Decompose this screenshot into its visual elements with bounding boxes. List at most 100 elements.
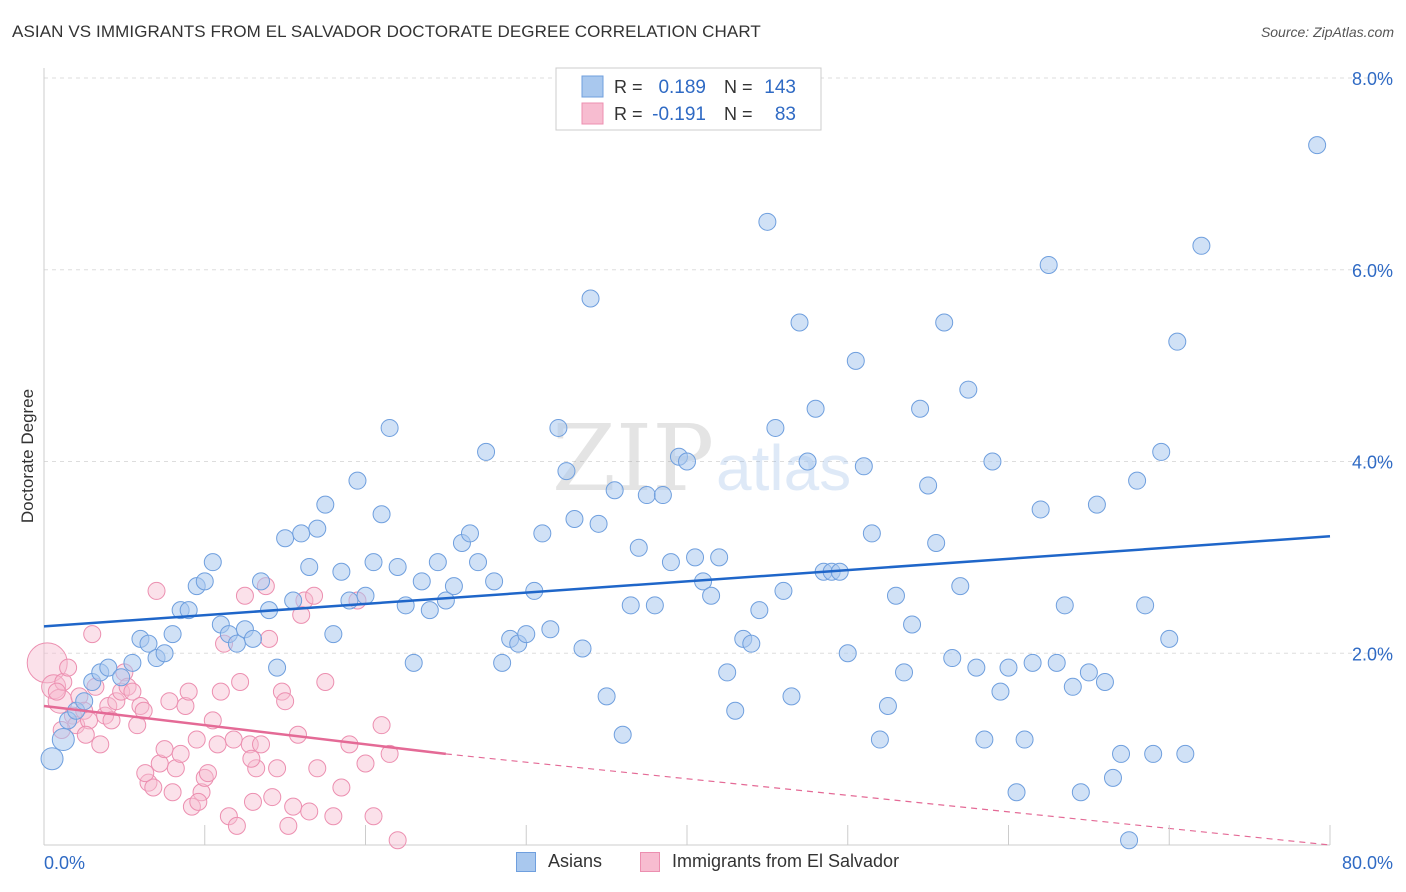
asian-point bbox=[1031, 500, 1050, 519]
salv-point bbox=[179, 682, 198, 701]
salv-point bbox=[187, 730, 206, 749]
salv-point bbox=[243, 792, 262, 811]
asian-point bbox=[179, 601, 198, 620]
asian-point bbox=[678, 452, 696, 471]
asian-point bbox=[975, 730, 994, 749]
bottom-legend-asian-label: Asians bbox=[548, 851, 603, 871]
asian-point bbox=[621, 596, 640, 615]
salv-point bbox=[26, 642, 68, 684]
asian-point bbox=[284, 591, 303, 610]
asian-point bbox=[1192, 236, 1211, 255]
asian-point bbox=[597, 687, 616, 706]
asian-trend-line bbox=[43, 535, 1331, 628]
asian-point bbox=[1095, 673, 1114, 692]
salv-point bbox=[198, 764, 217, 783]
asian-point bbox=[348, 471, 367, 490]
asian-point bbox=[549, 418, 568, 437]
asian-point bbox=[686, 548, 705, 567]
asian-point bbox=[629, 538, 648, 557]
asian-point bbox=[742, 634, 761, 653]
salv-point bbox=[268, 759, 287, 778]
salv-point bbox=[364, 807, 383, 826]
asian-point bbox=[1039, 255, 1058, 274]
y-tick-label: 8.0% bbox=[1352, 69, 1393, 89]
x-tick-label-max: 80.0% bbox=[1342, 853, 1393, 873]
salv-point bbox=[160, 692, 179, 711]
trend-layer bbox=[43, 535, 1331, 846]
bottom-legend-salv[interactable]: Immigrants from El Salvador bbox=[640, 851, 899, 872]
salv-point bbox=[231, 673, 250, 692]
asian-point bbox=[332, 562, 351, 581]
asian-point bbox=[573, 639, 592, 658]
grid-layer bbox=[44, 77, 1393, 654]
asian-point bbox=[485, 572, 504, 591]
asian-point bbox=[613, 725, 632, 744]
salv-trend-extension bbox=[445, 753, 1331, 846]
bottom-legend-salv-swatch bbox=[640, 851, 660, 872]
asian-point bbox=[493, 653, 512, 672]
asian-point bbox=[766, 418, 785, 437]
stats-legend: R = 0.189 N = 143 R = -0.191 N = 83 bbox=[555, 67, 822, 131]
salv-point bbox=[147, 581, 166, 600]
salv-point bbox=[139, 773, 158, 792]
salv-point bbox=[131, 696, 150, 715]
asian-point bbox=[774, 581, 793, 600]
asian-point bbox=[1128, 471, 1147, 490]
asian-point bbox=[846, 351, 865, 370]
asian-point bbox=[637, 486, 656, 505]
asian-point bbox=[943, 649, 962, 668]
legend-asian-n-value: 143 bbox=[764, 77, 796, 98]
asian-point bbox=[653, 486, 672, 505]
asian-point bbox=[854, 457, 873, 476]
y-tick-label: 6.0% bbox=[1352, 261, 1393, 281]
salv-point bbox=[76, 725, 95, 744]
asian-point bbox=[838, 644, 857, 663]
salv-point bbox=[171, 744, 190, 763]
asian-point bbox=[372, 505, 391, 524]
bottom-legend-asian[interactable]: Asians bbox=[516, 851, 602, 872]
legend-swatch-asian bbox=[581, 75, 604, 98]
asian-point bbox=[139, 634, 158, 653]
salv-point bbox=[54, 673, 73, 692]
salv-point bbox=[155, 740, 174, 759]
asian-point bbox=[1055, 596, 1074, 615]
asian-point bbox=[1079, 663, 1098, 682]
asian-point bbox=[581, 289, 600, 308]
asian-point bbox=[412, 572, 431, 591]
salv-point bbox=[260, 629, 279, 648]
asian-point bbox=[1120, 831, 1139, 850]
asian-point bbox=[806, 399, 825, 418]
salv-point bbox=[276, 692, 295, 711]
asian-point bbox=[565, 510, 584, 529]
y-tick-label: 2.0% bbox=[1352, 644, 1393, 664]
asian-point bbox=[1023, 653, 1042, 672]
bottom-legend-asian-swatch bbox=[516, 851, 536, 872]
asian-point bbox=[750, 601, 769, 620]
salv-point bbox=[235, 586, 254, 605]
bottom-legend-salv-label: Immigrants from El Salvador bbox=[672, 851, 900, 871]
asian-point bbox=[919, 476, 938, 495]
legend-salv-r-value: -0.191 bbox=[652, 104, 706, 125]
x-tick-label-min: 0.0% bbox=[44, 853, 85, 873]
asian-point bbox=[911, 399, 930, 418]
salv-point bbox=[47, 682, 66, 701]
legend-salv-n-value: 83 bbox=[775, 104, 796, 125]
legend-swatch-salv bbox=[581, 102, 604, 125]
asian-point bbox=[420, 601, 439, 620]
asian-point bbox=[1160, 629, 1179, 648]
salv-point bbox=[279, 816, 298, 835]
asian-point bbox=[1168, 332, 1187, 351]
asian-point bbox=[99, 658, 118, 677]
asian-point bbox=[292, 524, 311, 543]
salv-point bbox=[211, 682, 230, 701]
salv-point bbox=[91, 735, 110, 754]
asian-point bbox=[356, 586, 375, 605]
asian-point bbox=[316, 495, 335, 514]
legend-asian-n-label: N = bbox=[724, 77, 753, 97]
salv-point bbox=[324, 807, 343, 826]
asian-point bbox=[40, 747, 64, 771]
salv-point bbox=[252, 735, 271, 754]
salv-point bbox=[102, 711, 121, 730]
asian-point bbox=[460, 524, 479, 543]
